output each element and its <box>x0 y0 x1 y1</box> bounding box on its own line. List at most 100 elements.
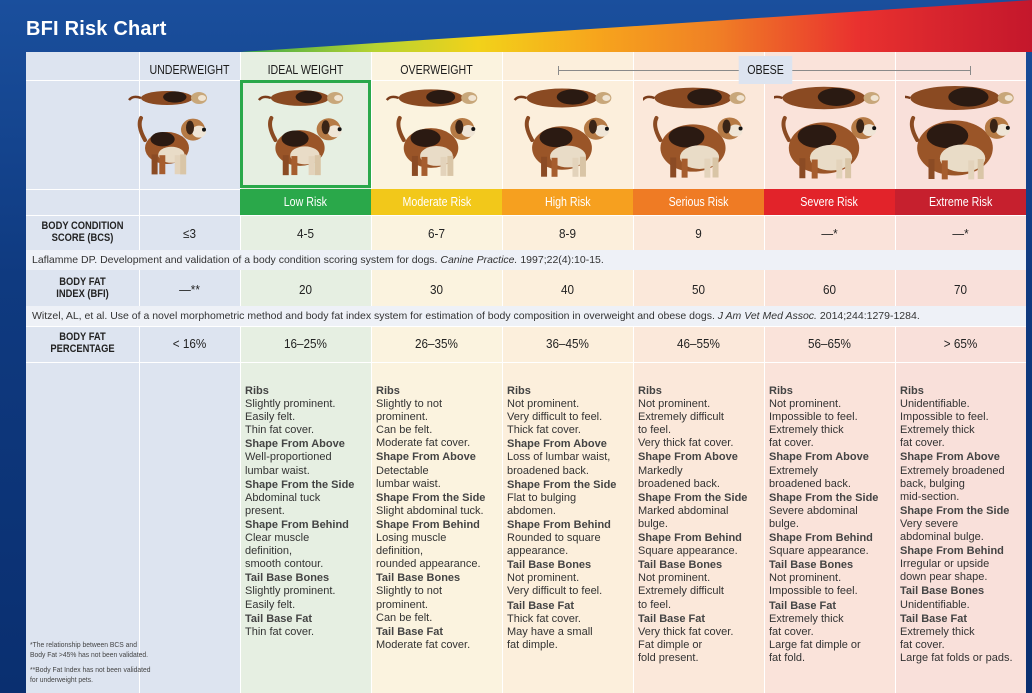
description-heading: Shape From Above <box>900 451 1000 464</box>
description-column: Ribs Slightly to not prominent. Can be fe… <box>376 385 500 652</box>
description-text: Extremely broadened back. <box>769 464 851 490</box>
description-heading: Tail Base Bones <box>507 559 592 572</box>
dog-illustration <box>774 86 880 179</box>
header-overweight: OVERWEIGHT <box>400 63 473 77</box>
description-text: Well-proportioned lumbar waist. <box>245 451 332 477</box>
bcs-value: —* <box>821 226 838 241</box>
bfp-value: 16–25% <box>284 336 327 351</box>
bcs-citation: Laflamme DP. Development and validation … <box>26 250 1026 270</box>
description-text: Unidentifiable. <box>900 598 970 611</box>
description-heading: Shape From the Side <box>638 491 748 504</box>
bfp-value: < 16% <box>172 336 207 351</box>
bfi-value: 20 <box>298 282 313 297</box>
description-heading: Shape From Above <box>507 438 607 451</box>
description-heading: Shape From Above <box>638 451 738 464</box>
description-heading: Tail Base Fat <box>245 612 313 625</box>
description-heading: Shape From Above <box>245 438 345 451</box>
description-text: Thin fat cover. <box>245 625 315 638</box>
description-text: Marked abdominal bulge. <box>638 504 729 530</box>
description-heading: Tail Base Bones <box>638 559 723 572</box>
description-text: Clear muscle definition, smooth contour. <box>245 532 324 571</box>
description-text: Irregular or upside down pear shape. <box>900 558 990 584</box>
bcs-value: —* <box>952 226 969 241</box>
description-text: Slightly prominent. Easily felt. Thin fa… <box>245 398 336 437</box>
description-heading: Shape From the Side <box>507 478 617 491</box>
risk-severe: Severe Risk <box>764 189 895 215</box>
description-column: Ribs Not prominent. Extremely difficult t… <box>638 385 762 665</box>
description-text: Very thick fat cover. Fat dimple or fold… <box>638 625 734 664</box>
description-column: Ribs Not prominent. Very difficult to fee… <box>507 385 631 652</box>
risk-high: High Risk <box>502 189 633 215</box>
description-text: Loss of lumbar waist, broadened back. <box>507 451 611 477</box>
description-heading: Tail Base Bones <box>769 559 854 572</box>
description-text: Rounded to square appearance. <box>507 532 601 558</box>
description-heading: Shape From Behind <box>638 532 742 545</box>
dog-illustration <box>513 88 612 177</box>
description-heading: Ribs <box>769 385 793 397</box>
bfp-value: 56–65% <box>808 336 851 351</box>
bfp-value: 46–55% <box>677 336 720 351</box>
description-heading: Tail Base Fat <box>769 599 837 612</box>
bcs-value: ≤3 <box>183 226 196 241</box>
description-heading: Shape From Behind <box>376 518 480 531</box>
description-text: Slightly to not prominent. Can be felt. … <box>376 398 471 450</box>
description-heading: Shape From Behind <box>245 518 349 531</box>
dog-illustration <box>385 89 478 176</box>
dog-illustration <box>257 90 344 176</box>
bfi-value: 40 <box>560 282 575 297</box>
description-heading: Shape From the Side <box>245 478 355 491</box>
description-heading: Tail Base Bones <box>900 585 985 598</box>
description-heading: Shape From Behind <box>900 545 1004 558</box>
description-heading: Tail Base Fat <box>507 599 575 612</box>
description-heading: Shape From Behind <box>769 532 873 545</box>
bfi-value: 60 <box>822 282 837 297</box>
risk-moderate: Moderate Risk <box>371 189 502 215</box>
description-heading: Ribs <box>376 385 400 397</box>
description-text: Not prominent. Impossible to feel. Extre… <box>769 398 858 450</box>
bfi-row-label: BODY FAT INDEX (BFI) <box>56 276 109 300</box>
description-text: Not prominent. Extremely difficult to fe… <box>638 572 724 611</box>
bcs-value: 4-5 <box>297 226 314 241</box>
bcs-row-label: BODY CONDITION SCORE (BCS) <box>41 220 124 244</box>
description-heading: Shape From Above <box>769 451 869 464</box>
description-heading: Shape From the Side <box>900 504 1010 517</box>
bfi-value: 50 <box>691 282 706 297</box>
description-text: Not prominent. Very difficult to feel. T… <box>507 398 603 437</box>
description-text: Thick fat cover. May have a small fat di… <box>507 612 593 651</box>
description-text: Unidentifiable. Impossible to feel. Extr… <box>900 398 989 450</box>
description-text: Slightly to not prominent. Can be felt. <box>376 585 443 624</box>
ideal-weight-highlight <box>240 80 371 188</box>
description-heading: Shape From Above <box>376 451 476 464</box>
risk-extreme: Extreme Risk <box>895 189 1026 215</box>
description-text: Square appearance. <box>638 545 738 558</box>
bfi-value: 30 <box>429 282 444 297</box>
description-text: Moderate fat cover. <box>376 638 471 651</box>
description-heading: Tail Base Fat <box>900 612 968 625</box>
dog-illustration <box>643 87 746 178</box>
bfi-citation: Witzel, AL, et al. Use of a novel morpho… <box>26 306 1026 326</box>
description-heading: Shape From Behind <box>507 518 611 531</box>
risk-chart-panel: UNDERWEIGHT IDEAL WEIGHT OVERWEIGHT OBES… <box>26 52 1026 693</box>
header-underweight: UNDERWEIGHT <box>149 63 230 77</box>
description-heading: Tail Base Bones <box>245 572 330 585</box>
description-text: Slight abdominal tuck. <box>376 504 484 517</box>
description-heading: Shape From the Side <box>376 491 486 504</box>
description-column: Ribs Not prominent. Impossible to feel. E… <box>769 385 893 665</box>
bfp-value: 36–45% <box>546 336 589 351</box>
risk-serious: Serious Risk <box>633 189 764 215</box>
description-text: Markedly broadened back. <box>638 464 720 490</box>
bcs-value: 8-9 <box>559 226 576 241</box>
description-heading: Ribs <box>638 385 662 397</box>
description-heading: Ribs <box>245 385 269 397</box>
dog-illustration <box>128 91 207 175</box>
page-title: BFI Risk Chart <box>26 18 167 40</box>
description-heading: Tail Base Fat <box>638 612 706 625</box>
description-text: Flat to bulging abdomen. <box>507 491 577 517</box>
description-text: Losing muscle definition, rounded appear… <box>376 532 481 571</box>
description-heading: Shape From the Side <box>769 491 879 504</box>
bcs-value: 6-7 <box>428 226 445 241</box>
header-ideal-weight: IDEAL WEIGHT <box>267 63 344 77</box>
bfp-row-label: BODY FAT PERCENTAGE <box>50 331 115 355</box>
description-column: Ribs Slightly prominent. Easily felt. Thi… <box>245 385 369 639</box>
bfp-value: 26–35% <box>415 336 458 351</box>
